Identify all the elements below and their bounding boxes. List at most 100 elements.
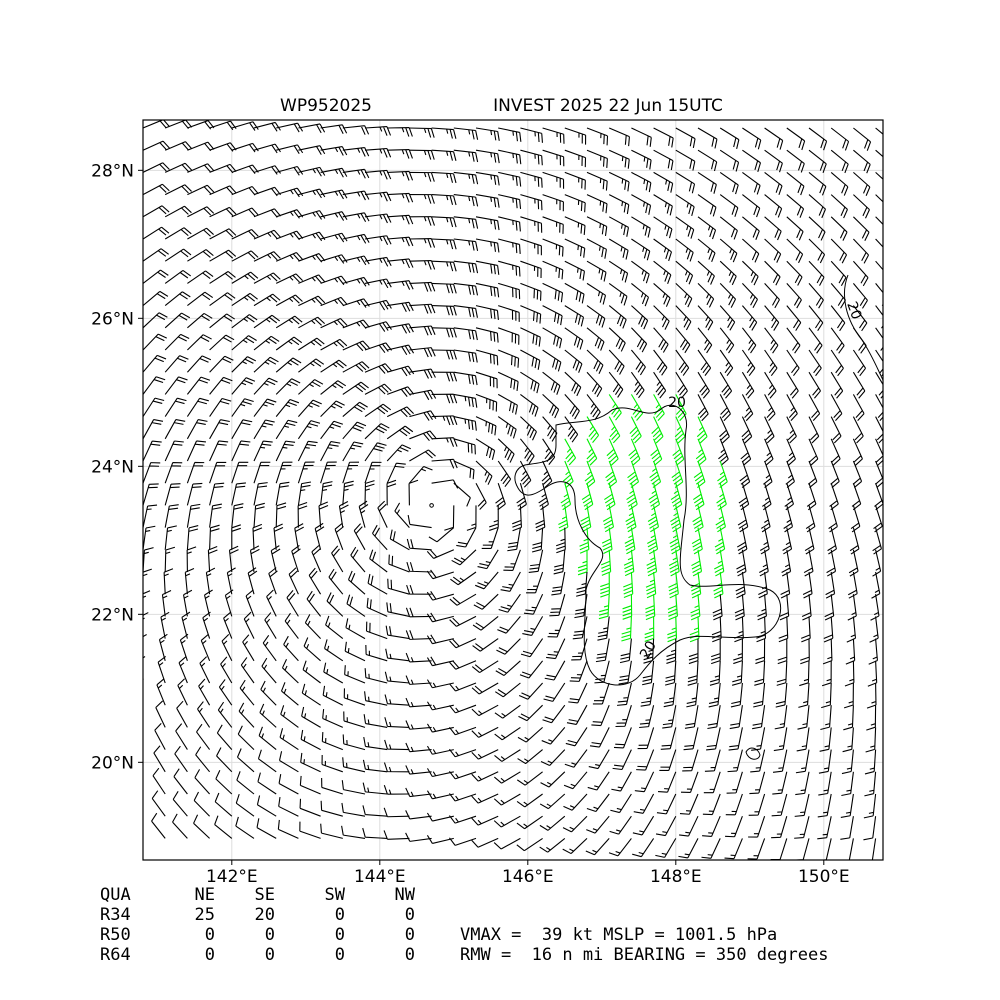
wind-barb <box>187 291 214 307</box>
wind-barb <box>231 377 256 395</box>
wind-barb <box>542 305 563 326</box>
wind-barb <box>405 787 432 798</box>
wind-barb <box>520 260 542 278</box>
wind-barb <box>875 438 883 466</box>
wind-barb <box>818 749 832 774</box>
wind-barb <box>774 705 788 730</box>
wind-barb <box>406 561 432 573</box>
wind-barb <box>563 793 588 811</box>
wind-barb <box>727 749 743 773</box>
wind-barb <box>449 638 477 649</box>
wind-barb <box>520 238 542 256</box>
wind-barb <box>471 726 499 738</box>
wind-barb <box>231 461 249 484</box>
wind-barb <box>706 727 721 751</box>
wind-barb <box>542 238 564 257</box>
wind-barb <box>179 633 189 661</box>
x-tick-label: 146°E <box>502 867 554 887</box>
wind-barb <box>202 611 211 639</box>
wind-barb <box>320 338 348 351</box>
wind-barb <box>320 359 347 373</box>
wind-barb <box>586 371 603 398</box>
wind-barb <box>209 228 237 240</box>
wind-barb <box>426 812 454 822</box>
wind-barb <box>431 194 457 206</box>
wind-barb <box>605 460 618 489</box>
wind-barb <box>742 127 762 150</box>
wind-barb <box>143 462 161 484</box>
wind-barb <box>453 482 471 507</box>
wind-barb <box>164 312 191 329</box>
table-cell: 0 <box>405 945 415 965</box>
wind-barb <box>608 260 629 283</box>
wind-barb <box>320 275 348 286</box>
wind-barb <box>386 406 414 418</box>
wind-barb <box>830 149 849 174</box>
wind-barb <box>497 416 517 439</box>
wind-barb <box>586 305 606 328</box>
wind-barb <box>650 438 663 466</box>
wind-barb <box>209 482 225 506</box>
wind-barb <box>697 349 712 376</box>
wind-barb <box>702 793 721 816</box>
wind-barb <box>405 810 432 820</box>
wind-barb <box>644 616 655 642</box>
table-cell: 0 <box>335 905 345 925</box>
wind-barb <box>825 571 836 599</box>
wind-barb <box>216 724 233 750</box>
wind-barb <box>740 438 752 466</box>
wind-barb <box>653 349 668 376</box>
wind-barb <box>586 793 610 813</box>
wind-barb <box>808 149 827 173</box>
wind-barb <box>209 206 237 218</box>
wind-barb <box>586 127 609 146</box>
wind-barb <box>542 393 560 419</box>
wind-barb <box>453 371 478 386</box>
wind-barb <box>633 793 655 814</box>
wind-barb <box>729 705 743 730</box>
wind-barb <box>493 815 521 828</box>
wind-barb <box>731 660 743 686</box>
wind-barb <box>320 400 345 417</box>
wind-barb <box>682 749 699 772</box>
wind-barb <box>648 483 661 511</box>
wind-barb <box>262 634 277 662</box>
wind-barb <box>276 165 304 176</box>
wind-barb <box>653 394 665 421</box>
wind-barb <box>453 393 478 408</box>
wind-barb <box>143 205 170 218</box>
wind-barb <box>808 238 826 264</box>
wind-barb <box>796 727 810 752</box>
wind-barb <box>257 772 277 795</box>
wind-barb <box>431 260 457 272</box>
wind-barb <box>697 238 716 263</box>
wind-barb <box>610 793 632 814</box>
wind-barb <box>805 505 816 533</box>
wind-barb <box>562 815 588 833</box>
wind-barb <box>820 705 832 731</box>
wind-barb <box>320 124 348 135</box>
wind-barb <box>631 260 650 284</box>
wind-barb <box>306 590 322 617</box>
wind-barb <box>275 294 303 307</box>
wind-barb <box>364 213 392 224</box>
contour-label: 20 <box>843 300 864 322</box>
wind-barb <box>475 393 498 412</box>
wind-barb <box>764 349 778 377</box>
wind-barb <box>456 527 477 548</box>
wind-barb <box>453 327 478 341</box>
wind-barb <box>808 438 819 466</box>
wind-barb <box>342 441 364 462</box>
wind-barb <box>143 162 170 173</box>
wind-barb <box>387 301 414 313</box>
wind-barb <box>736 549 747 577</box>
wind-barb <box>497 371 519 392</box>
wind-barb <box>585 838 610 856</box>
wind-barb <box>697 216 717 240</box>
wind-barb <box>507 527 521 552</box>
wind-barb <box>863 816 877 841</box>
wind-barb <box>498 327 520 345</box>
wind-barb <box>875 216 883 226</box>
wind-barb <box>804 527 815 555</box>
